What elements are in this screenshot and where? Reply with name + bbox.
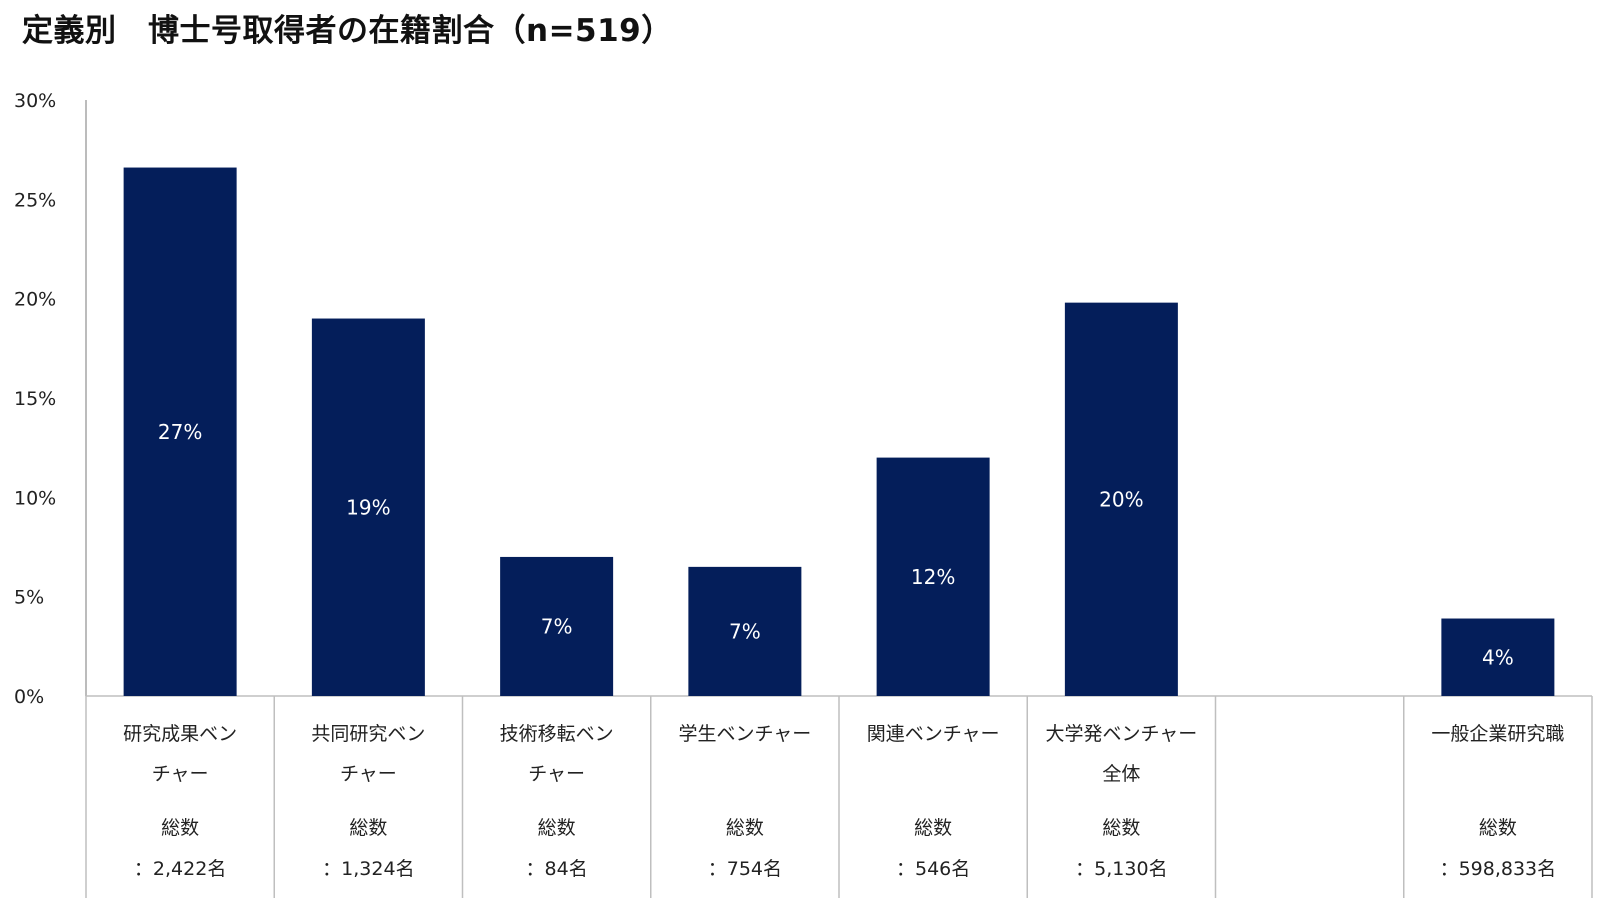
y-tick-label: 25% — [14, 189, 56, 211]
category-count: 総数 — [914, 817, 952, 839]
category-count: ：5,130名 — [1075, 858, 1167, 880]
category-count: ：84名 — [526, 858, 588, 880]
category-labels: 研究成果ベンチャー総数：2,422名共同研究ベンチャー総数：1,324名技術移転… — [123, 723, 1564, 880]
y-tick-label: 10% — [14, 487, 56, 509]
category-count: ：546名 — [896, 858, 970, 880]
bars: 27% 19% 7% 7% 12% 20% 4% — [123, 167, 1555, 697]
category-count: 総数 — [726, 817, 764, 839]
category-label: 学生ベンチャー — [678, 723, 811, 745]
data-label: 7% — [729, 619, 761, 643]
category-label: 大学発ベンチャー — [1045, 723, 1197, 745]
bar — [311, 318, 425, 696]
y-tick-label: 15% — [14, 388, 56, 410]
bar — [876, 457, 990, 696]
category-count: ：754名 — [708, 858, 782, 880]
bar — [1064, 302, 1178, 696]
category-count: 総数 — [1102, 817, 1140, 839]
data-label: 12% — [911, 565, 955, 589]
bar — [500, 556, 614, 696]
category-label: チャー — [340, 763, 397, 785]
category-count: 総数 — [349, 817, 387, 839]
y-tick-label: 5% — [14, 587, 44, 609]
y-tick-label: 20% — [14, 289, 56, 311]
bar — [123, 167, 237, 697]
category-label: 技術移転ベン — [500, 723, 614, 745]
category-count: ：2,422名 — [134, 858, 226, 880]
category-label: チャー — [152, 763, 209, 785]
chart-title: 定義別 博士号取得者の在籍割合（n=519） — [22, 13, 673, 49]
bar — [1441, 618, 1555, 696]
y-tick-label: 0% — [14, 686, 44, 708]
category-label: 共同研究ベン — [311, 723, 425, 745]
y-axis-ticks: 0% 5% 10% 15% 20% 25% 30% — [14, 90, 56, 708]
category-label: 研究成果ベン — [123, 723, 237, 745]
category-label: 全体 — [1102, 763, 1140, 785]
category-label: チャー — [528, 763, 585, 785]
bar — [688, 566, 802, 696]
data-label: 20% — [1099, 487, 1143, 511]
data-label: 19% — [346, 495, 390, 519]
category-count: ：1,324名 — [322, 858, 414, 880]
category-count: 総数 — [1479, 817, 1517, 839]
y-tick-label: 30% — [14, 90, 56, 112]
category-count: ：598,833名 — [1440, 858, 1557, 880]
category-count: 総数 — [161, 817, 199, 839]
category-count: 総数 — [538, 817, 576, 839]
data-label: 7% — [541, 614, 573, 638]
data-label: 4% — [1482, 645, 1514, 669]
category-label: 関連ベンチャー — [867, 723, 1000, 745]
data-label: 27% — [158, 420, 202, 444]
category-label: 一般企業研究職 — [1431, 723, 1564, 745]
